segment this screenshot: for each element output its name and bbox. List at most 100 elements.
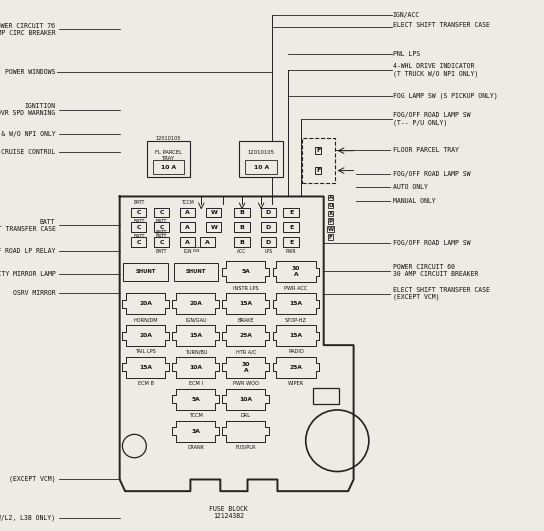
- Text: (W/L2, L38 ONLY): (W/L2, L38 ONLY): [0, 515, 55, 521]
- Bar: [200, 237, 215, 247]
- Text: FOG/OFF ROAD LAMP SW
(T-- P/U ONLY): FOG/OFF ROAD LAMP SW (T-- P/U ONLY): [393, 112, 470, 126]
- Text: BATT: BATT: [133, 219, 144, 224]
- Text: TCCM: TCCM: [181, 201, 194, 205]
- Text: AUTO ONLY: AUTO ONLY: [393, 184, 428, 191]
- Text: ECM B: ECM B: [138, 381, 154, 386]
- Text: C: C: [159, 239, 164, 245]
- Text: C: C: [137, 239, 141, 245]
- Polygon shape: [172, 357, 219, 378]
- Text: X: X: [329, 211, 333, 216]
- Text: 30
A: 30 A: [292, 267, 300, 277]
- Polygon shape: [172, 421, 219, 442]
- Bar: [283, 237, 299, 247]
- Polygon shape: [120, 196, 354, 491]
- Polygon shape: [172, 293, 219, 314]
- Text: 15A: 15A: [239, 301, 252, 306]
- Text: PWR: PWR: [286, 249, 296, 253]
- Polygon shape: [222, 421, 269, 442]
- Text: BATT: BATT: [133, 234, 144, 238]
- Text: BATT: BATT: [156, 249, 167, 253]
- Text: E: E: [289, 210, 293, 215]
- Text: 25A: 25A: [239, 333, 252, 338]
- Text: 3A: 3A: [191, 429, 200, 434]
- Polygon shape: [273, 357, 319, 378]
- Polygon shape: [273, 261, 319, 282]
- Text: PWR ACC: PWR ACC: [285, 286, 307, 290]
- Text: FUSE BLOCK
12124382: FUSE BLOCK 12124382: [209, 506, 248, 519]
- Text: 12010105: 12010105: [248, 150, 275, 155]
- Bar: [131, 222, 146, 232]
- Text: W: W: [327, 227, 334, 232]
- Text: IGN/GAU: IGN/GAU: [185, 318, 207, 322]
- Text: ELECT SHIFT TRANSFER CASE
(EXCEPT VCM): ELECT SHIFT TRANSFER CASE (EXCEPT VCM): [393, 287, 490, 301]
- Text: POWER CIRCUIT 76
30 AMP CIRC BREAKER: POWER CIRCUIT 76 30 AMP CIRC BREAKER: [0, 23, 55, 36]
- Text: INSTR LPS: INSTR LPS: [233, 286, 259, 290]
- Bar: [234, 208, 250, 217]
- Text: 10A: 10A: [189, 365, 202, 370]
- Bar: [180, 237, 195, 247]
- Text: C: C: [137, 210, 141, 215]
- Polygon shape: [122, 293, 169, 314]
- Text: 5A: 5A: [242, 269, 250, 275]
- Text: VANITY MIRROR LAMP: VANITY MIRROR LAMP: [0, 271, 55, 277]
- Text: FOG/OFF ROAD LAMP SW: FOG/OFF ROAD LAMP SW: [393, 171, 470, 177]
- Text: U: U: [329, 203, 333, 208]
- Text: 30
A: 30 A: [242, 362, 250, 373]
- Bar: [154, 208, 169, 217]
- Bar: [180, 208, 195, 217]
- Bar: [302, 138, 335, 183]
- Text: HORN/DM: HORN/DM: [133, 318, 158, 322]
- Text: 10 A: 10 A: [161, 165, 176, 170]
- Bar: [283, 222, 299, 232]
- Bar: [123, 263, 168, 281]
- Text: A: A: [186, 210, 190, 215]
- Text: BATT: BATT: [133, 201, 144, 205]
- Text: RADIO: RADIO: [288, 349, 304, 354]
- Text: FOG/OFF ROAD LAMP SW: FOG/OFF ROAD LAMP SW: [393, 239, 470, 246]
- Polygon shape: [273, 293, 319, 314]
- Text: B: B: [240, 210, 244, 215]
- Text: 20A: 20A: [139, 301, 152, 306]
- Bar: [206, 208, 221, 217]
- Text: A: A: [186, 239, 190, 245]
- Text: (EXCEPT VCM): (EXCEPT VCM): [9, 476, 55, 482]
- Bar: [261, 208, 276, 217]
- Bar: [239, 141, 283, 177]
- Text: F: F: [329, 235, 332, 240]
- Bar: [147, 141, 190, 177]
- Text: HTR A/C: HTR A/C: [236, 349, 256, 354]
- Text: 25A: 25A: [289, 365, 302, 370]
- Bar: [131, 208, 146, 217]
- Polygon shape: [172, 389, 219, 410]
- Text: TURN/BU: TURN/BU: [184, 349, 207, 354]
- Bar: [180, 222, 195, 232]
- Text: P: P: [329, 219, 333, 224]
- Text: DRL: DRL: [241, 413, 251, 418]
- Text: BATT: BATT: [156, 234, 167, 238]
- Text: PWR WOO: PWR WOO: [233, 381, 259, 386]
- Text: 20A: 20A: [139, 333, 152, 338]
- Polygon shape: [222, 261, 269, 282]
- Text: 4-WHL DRIVE (T TRUCK & W/O NPI ONLY: 4-WHL DRIVE (T TRUCK & W/O NPI ONLY: [0, 131, 55, 137]
- Text: FOG LAMP SW (S PICKUP ONLY): FOG LAMP SW (S PICKUP ONLY): [393, 92, 497, 99]
- Text: IGN: IGN: [183, 249, 192, 253]
- Text: IGNITION
OVR SPD WARNING: IGNITION OVR SPD WARNING: [0, 104, 55, 116]
- Polygon shape: [222, 357, 269, 378]
- Text: STOP-HZ: STOP-HZ: [285, 318, 307, 322]
- Text: 10 A: 10 A: [254, 165, 269, 170]
- Text: FLOOR PARCEL TRAY: FLOOR PARCEL TRAY: [393, 147, 459, 153]
- Text: 5A: 5A: [191, 397, 200, 402]
- Text: A: A: [205, 239, 209, 245]
- Bar: [131, 237, 146, 247]
- Text: MANUAL ONLY: MANUAL ONLY: [393, 198, 435, 204]
- Text: W: W: [211, 225, 217, 230]
- Text: LPS: LPS: [264, 249, 273, 253]
- Text: TRAY: TRAY: [162, 156, 175, 161]
- Bar: [283, 208, 299, 217]
- Text: 10A: 10A: [239, 397, 252, 402]
- Bar: [234, 222, 250, 232]
- Text: F: F: [316, 168, 320, 173]
- Text: PNL LPS: PNL LPS: [393, 51, 420, 57]
- Bar: [154, 222, 169, 232]
- Bar: [153, 160, 184, 174]
